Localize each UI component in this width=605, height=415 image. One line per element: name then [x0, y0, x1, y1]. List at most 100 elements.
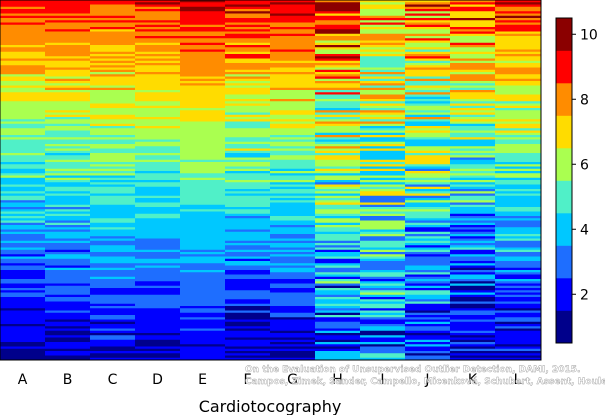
heatmap-cell — [270, 112, 315, 116]
heatmap-cell — [90, 200, 135, 203]
heatmap-cell — [450, 279, 495, 282]
heatmap-cell — [360, 83, 405, 86]
heatmap-cell — [315, 198, 360, 201]
heatmap-cell — [180, 279, 225, 282]
heatmap-cell — [495, 355, 541, 359]
heatmap-cell — [360, 54, 405, 57]
heatmap-cell — [315, 301, 360, 305]
heatmap-cell — [225, 67, 270, 71]
heatmap-cell — [180, 344, 225, 347]
heatmap-cell — [135, 110, 180, 113]
heatmap-cell — [180, 96, 225, 100]
heatmap-cell — [360, 234, 405, 237]
heatmap-cell — [90, 123, 135, 127]
heatmap-cell — [405, 276, 450, 280]
heatmap-cell — [270, 54, 315, 57]
heatmap-cell — [135, 2, 180, 5]
heatmap-cell — [315, 267, 360, 271]
colorbar-band — [556, 278, 572, 311]
heatmap-cell — [225, 117, 270, 120]
heatmap-cell — [0, 123, 45, 127]
heatmap-cell — [495, 207, 541, 210]
heatmap-cell — [90, 72, 135, 75]
heatmap-cell — [315, 87, 360, 91]
heatmap-cell — [270, 216, 315, 219]
heatmap-cell — [270, 272, 315, 275]
heatmap-cell — [90, 211, 135, 215]
heatmap-cell — [180, 218, 225, 221]
heatmap-cell — [495, 330, 541, 334]
heatmap-cell — [180, 69, 225, 73]
heatmap-cell — [225, 342, 270, 345]
heatmap-cell — [270, 4, 315, 8]
heatmap-cell — [0, 146, 45, 149]
heatmap-cell — [180, 31, 225, 35]
heatmap-cell — [225, 135, 270, 138]
heatmap-cell — [135, 15, 180, 19]
heatmap-cell — [270, 159, 315, 163]
heatmap-cell — [180, 240, 225, 244]
heatmap-cell — [450, 49, 495, 53]
heatmap-cell — [45, 83, 90, 86]
heatmap-cell — [0, 63, 45, 66]
heatmap-cell — [180, 123, 225, 127]
heatmap-cell — [315, 229, 360, 233]
heatmap-cell — [315, 346, 360, 350]
heatmap-cell — [90, 236, 135, 239]
heatmap-cell — [495, 193, 541, 197]
heatmap-cell — [0, 81, 45, 84]
heatmap-cell — [270, 36, 315, 39]
heatmap-cell — [90, 38, 135, 41]
heatmap-cell — [495, 191, 541, 194]
heatmap-cell — [270, 263, 315, 266]
heatmap-cell — [135, 229, 180, 233]
heatmap-cell — [0, 324, 45, 327]
heatmap-cell — [135, 301, 180, 305]
heatmap-cell — [360, 193, 405, 197]
heatmap-cell — [450, 144, 495, 147]
heatmap-cell — [360, 168, 405, 172]
heatmap-cell — [405, 249, 450, 253]
heatmap-cell — [45, 263, 90, 266]
heatmap-cell — [180, 348, 225, 352]
heatmap-cell — [315, 108, 360, 111]
heatmap-cell — [270, 69, 315, 73]
heatmap-cell — [225, 153, 270, 156]
heatmap-cell — [180, 225, 225, 228]
heatmap-cell — [450, 335, 495, 338]
heatmap-cell — [315, 18, 360, 21]
heatmap-cell — [225, 24, 270, 28]
heatmap-cell — [315, 38, 360, 41]
heatmap-cell — [180, 211, 225, 215]
heatmap-cell — [0, 225, 45, 228]
heatmap-cell — [450, 51, 495, 55]
heatmap-cell — [225, 99, 270, 102]
heatmap-cell — [405, 346, 450, 350]
heatmap-cell — [0, 139, 45, 143]
heatmap-cell — [90, 186, 135, 190]
heatmap-cell — [180, 342, 225, 345]
heatmap-cell — [270, 243, 315, 246]
heatmap-cell — [495, 153, 541, 156]
heatmap-cell — [45, 243, 90, 246]
heatmap-cell — [45, 285, 90, 289]
heatmap-cell — [360, 105, 405, 109]
heatmap-cell — [90, 148, 135, 152]
heatmap-cell — [225, 11, 270, 14]
heatmap-cell — [405, 274, 450, 278]
heatmap-cell — [270, 110, 315, 113]
heatmap-cell — [225, 112, 270, 116]
heatmap-cell — [45, 328, 90, 332]
heatmap-cell — [45, 252, 90, 255]
heatmap-cell — [405, 18, 450, 21]
heatmap-cell — [315, 191, 360, 194]
heatmap-cell — [135, 258, 180, 262]
heatmap-cell — [405, 193, 450, 197]
heatmap-cell — [405, 24, 450, 28]
heatmap-cell — [225, 175, 270, 179]
heatmap-cell — [495, 321, 541, 325]
heatmap-cell — [360, 90, 405, 93]
heatmap-cell — [45, 128, 90, 131]
heatmap-cell — [315, 139, 360, 143]
heatmap-cell — [0, 180, 45, 183]
